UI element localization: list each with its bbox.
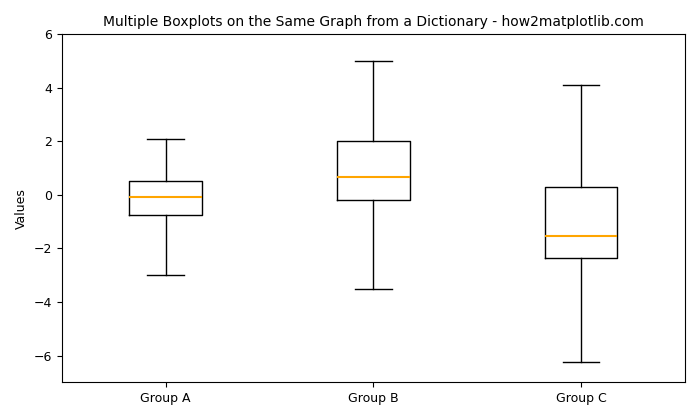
Y-axis label: Values: Values	[15, 188, 28, 229]
Title: Multiple Boxplots on the Same Graph from a Dictionary - how2matplotlib.com: Multiple Boxplots on the Same Graph from…	[103, 15, 644, 29]
